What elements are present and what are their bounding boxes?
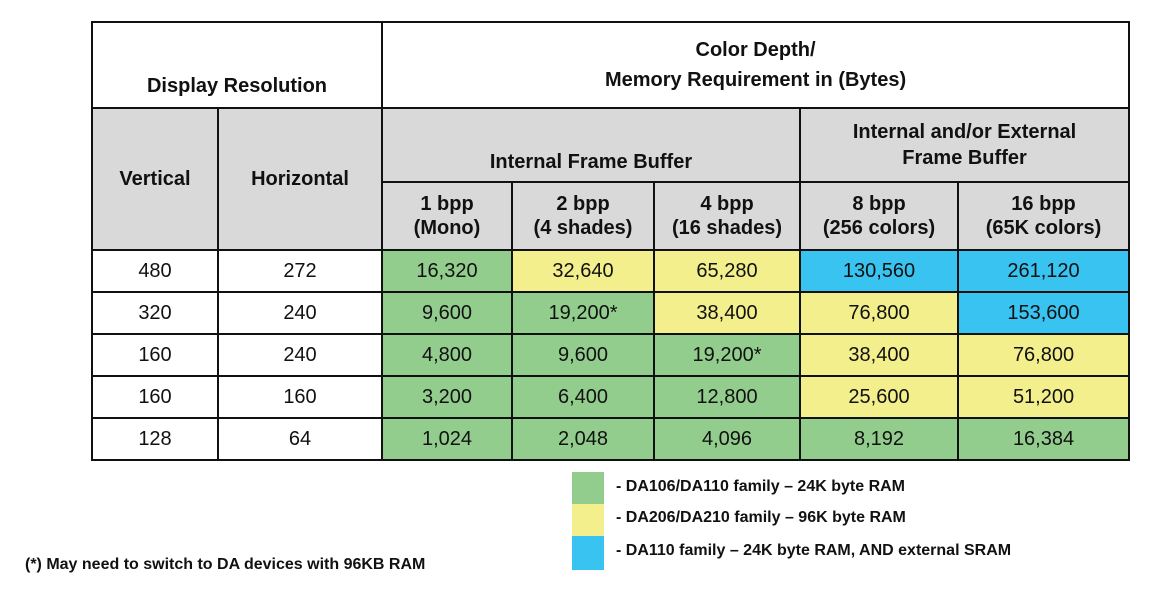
table-row: 128 64 1,024 2,048 4,096 8,192 16,384 xyxy=(91,417,1131,461)
footnote: (*) May need to switch to DA devices wit… xyxy=(25,556,426,573)
int-ext-line1: Internal and/or External xyxy=(852,121,1077,143)
col-sublabel: (4 shades) xyxy=(533,217,633,239)
col-1bpp-header: 1 bpp (Mono) xyxy=(381,181,513,251)
value-cell: 153,600 xyxy=(956,291,1131,335)
vertical-cell: 128 xyxy=(91,417,219,461)
value-cell: 3,200 xyxy=(381,375,513,419)
value-cell: 65,280 xyxy=(653,249,801,293)
color-depth-title: Color Depth/ xyxy=(695,39,816,61)
value-cell: 19,200* xyxy=(511,291,655,335)
value-cell: 38,400 xyxy=(653,291,801,335)
value-cell: 261,120 xyxy=(956,249,1131,293)
internal-external-frame-buffer-header: Internal and/or External Frame Buffer xyxy=(798,107,1131,183)
table-row: 480 272 16,320 32,640 65,280 130,560 261… xyxy=(91,249,1131,293)
color-depth-header: Color Depth/ Memory Requirement in (Byte… xyxy=(380,21,1131,109)
horizontal-cell: 240 xyxy=(217,291,383,335)
vertical-cell: 160 xyxy=(91,333,219,377)
value-cell: 9,600 xyxy=(381,291,513,335)
value-cell: 4,096 xyxy=(653,417,801,461)
legend-label-green: - DA106/DA110 family – 24K byte RAM xyxy=(616,478,905,495)
horizontal-header: Horizontal xyxy=(217,107,383,251)
int-ext-line2: Frame Buffer xyxy=(902,147,1027,169)
memory-requirement-title: Memory Requirement in (Bytes) xyxy=(604,69,907,91)
col-sublabel: (16 shades) xyxy=(671,217,783,239)
legend-swatch-yellow xyxy=(572,504,604,536)
col-sublabel: (Mono) xyxy=(413,217,481,239)
col-label: 8 bpp xyxy=(852,193,906,215)
col-label: 2 bpp xyxy=(556,193,610,215)
display-resolution-header: Display Resolution xyxy=(91,21,383,109)
vertical-cell: 480 xyxy=(91,249,219,293)
col-4bpp-header: 4 bpp (16 shades) xyxy=(653,181,801,251)
col-sublabel: (256 colors) xyxy=(822,217,936,239)
value-cell: 16,384 xyxy=(956,417,1131,461)
value-cell: 16,320 xyxy=(381,249,513,293)
value-cell: 9,600 xyxy=(511,333,655,377)
vertical-header: Vertical xyxy=(91,107,219,251)
value-cell: 130,560 xyxy=(799,249,959,293)
legend-swatch-blue xyxy=(572,536,604,570)
value-cell: 8,192 xyxy=(799,417,959,461)
col-label: 4 bpp xyxy=(700,193,754,215)
horizontal-cell: 160 xyxy=(217,375,383,419)
vertical-cell: 320 xyxy=(91,291,219,335)
value-cell: 32,640 xyxy=(511,249,655,293)
table-row: 320 240 9,600 19,200* 38,400 76,800 153,… xyxy=(91,291,1131,335)
value-cell: 38,400 xyxy=(799,333,959,377)
legend-label-yellow: - DA206/DA210 family – 96K byte RAM xyxy=(616,509,906,526)
value-cell: 2,048 xyxy=(511,417,655,461)
col-16bpp-header: 16 bpp (65K colors) xyxy=(956,181,1131,251)
value-cell: 51,200 xyxy=(956,375,1131,419)
horizontal-cell: 272 xyxy=(217,249,383,293)
memory-requirement-table: Display Resolution Color Depth/ Memory R… xyxy=(91,21,1131,461)
legend-label-blue: - DA110 family – 24K byte RAM, AND exter… xyxy=(616,542,1012,559)
value-cell: 76,800 xyxy=(956,333,1131,377)
horizontal-cell: 240 xyxy=(217,333,383,377)
value-cell: 76,800 xyxy=(799,291,959,335)
table-row: 160 240 4,800 9,600 19,200* 38,400 76,80… xyxy=(91,333,1131,377)
table-body: 480 272 16,320 32,640 65,280 130,560 261… xyxy=(91,249,1131,461)
value-cell: 12,800 xyxy=(653,375,801,419)
value-cell: 19,200* xyxy=(653,333,801,377)
value-cell: 4,800 xyxy=(381,333,513,377)
value-cell: 6,400 xyxy=(511,375,655,419)
table-row: 160 160 3,200 6,400 12,800 25,600 51,200 xyxy=(91,375,1131,419)
value-cell: 1,024 xyxy=(381,417,513,461)
col-8bpp-header: 8 bpp (256 colors) xyxy=(799,181,959,251)
vertical-cell: 160 xyxy=(91,375,219,419)
col-label: 16 bpp xyxy=(1011,193,1076,215)
col-sublabel: (65K colors) xyxy=(985,217,1102,239)
col-2bpp-header: 2 bpp (4 shades) xyxy=(511,181,655,251)
value-cell: 25,600 xyxy=(799,375,959,419)
internal-frame-buffer-header: Internal Frame Buffer xyxy=(381,107,801,183)
col-label: 1 bpp xyxy=(420,193,474,215)
horizontal-cell: 64 xyxy=(217,417,383,461)
